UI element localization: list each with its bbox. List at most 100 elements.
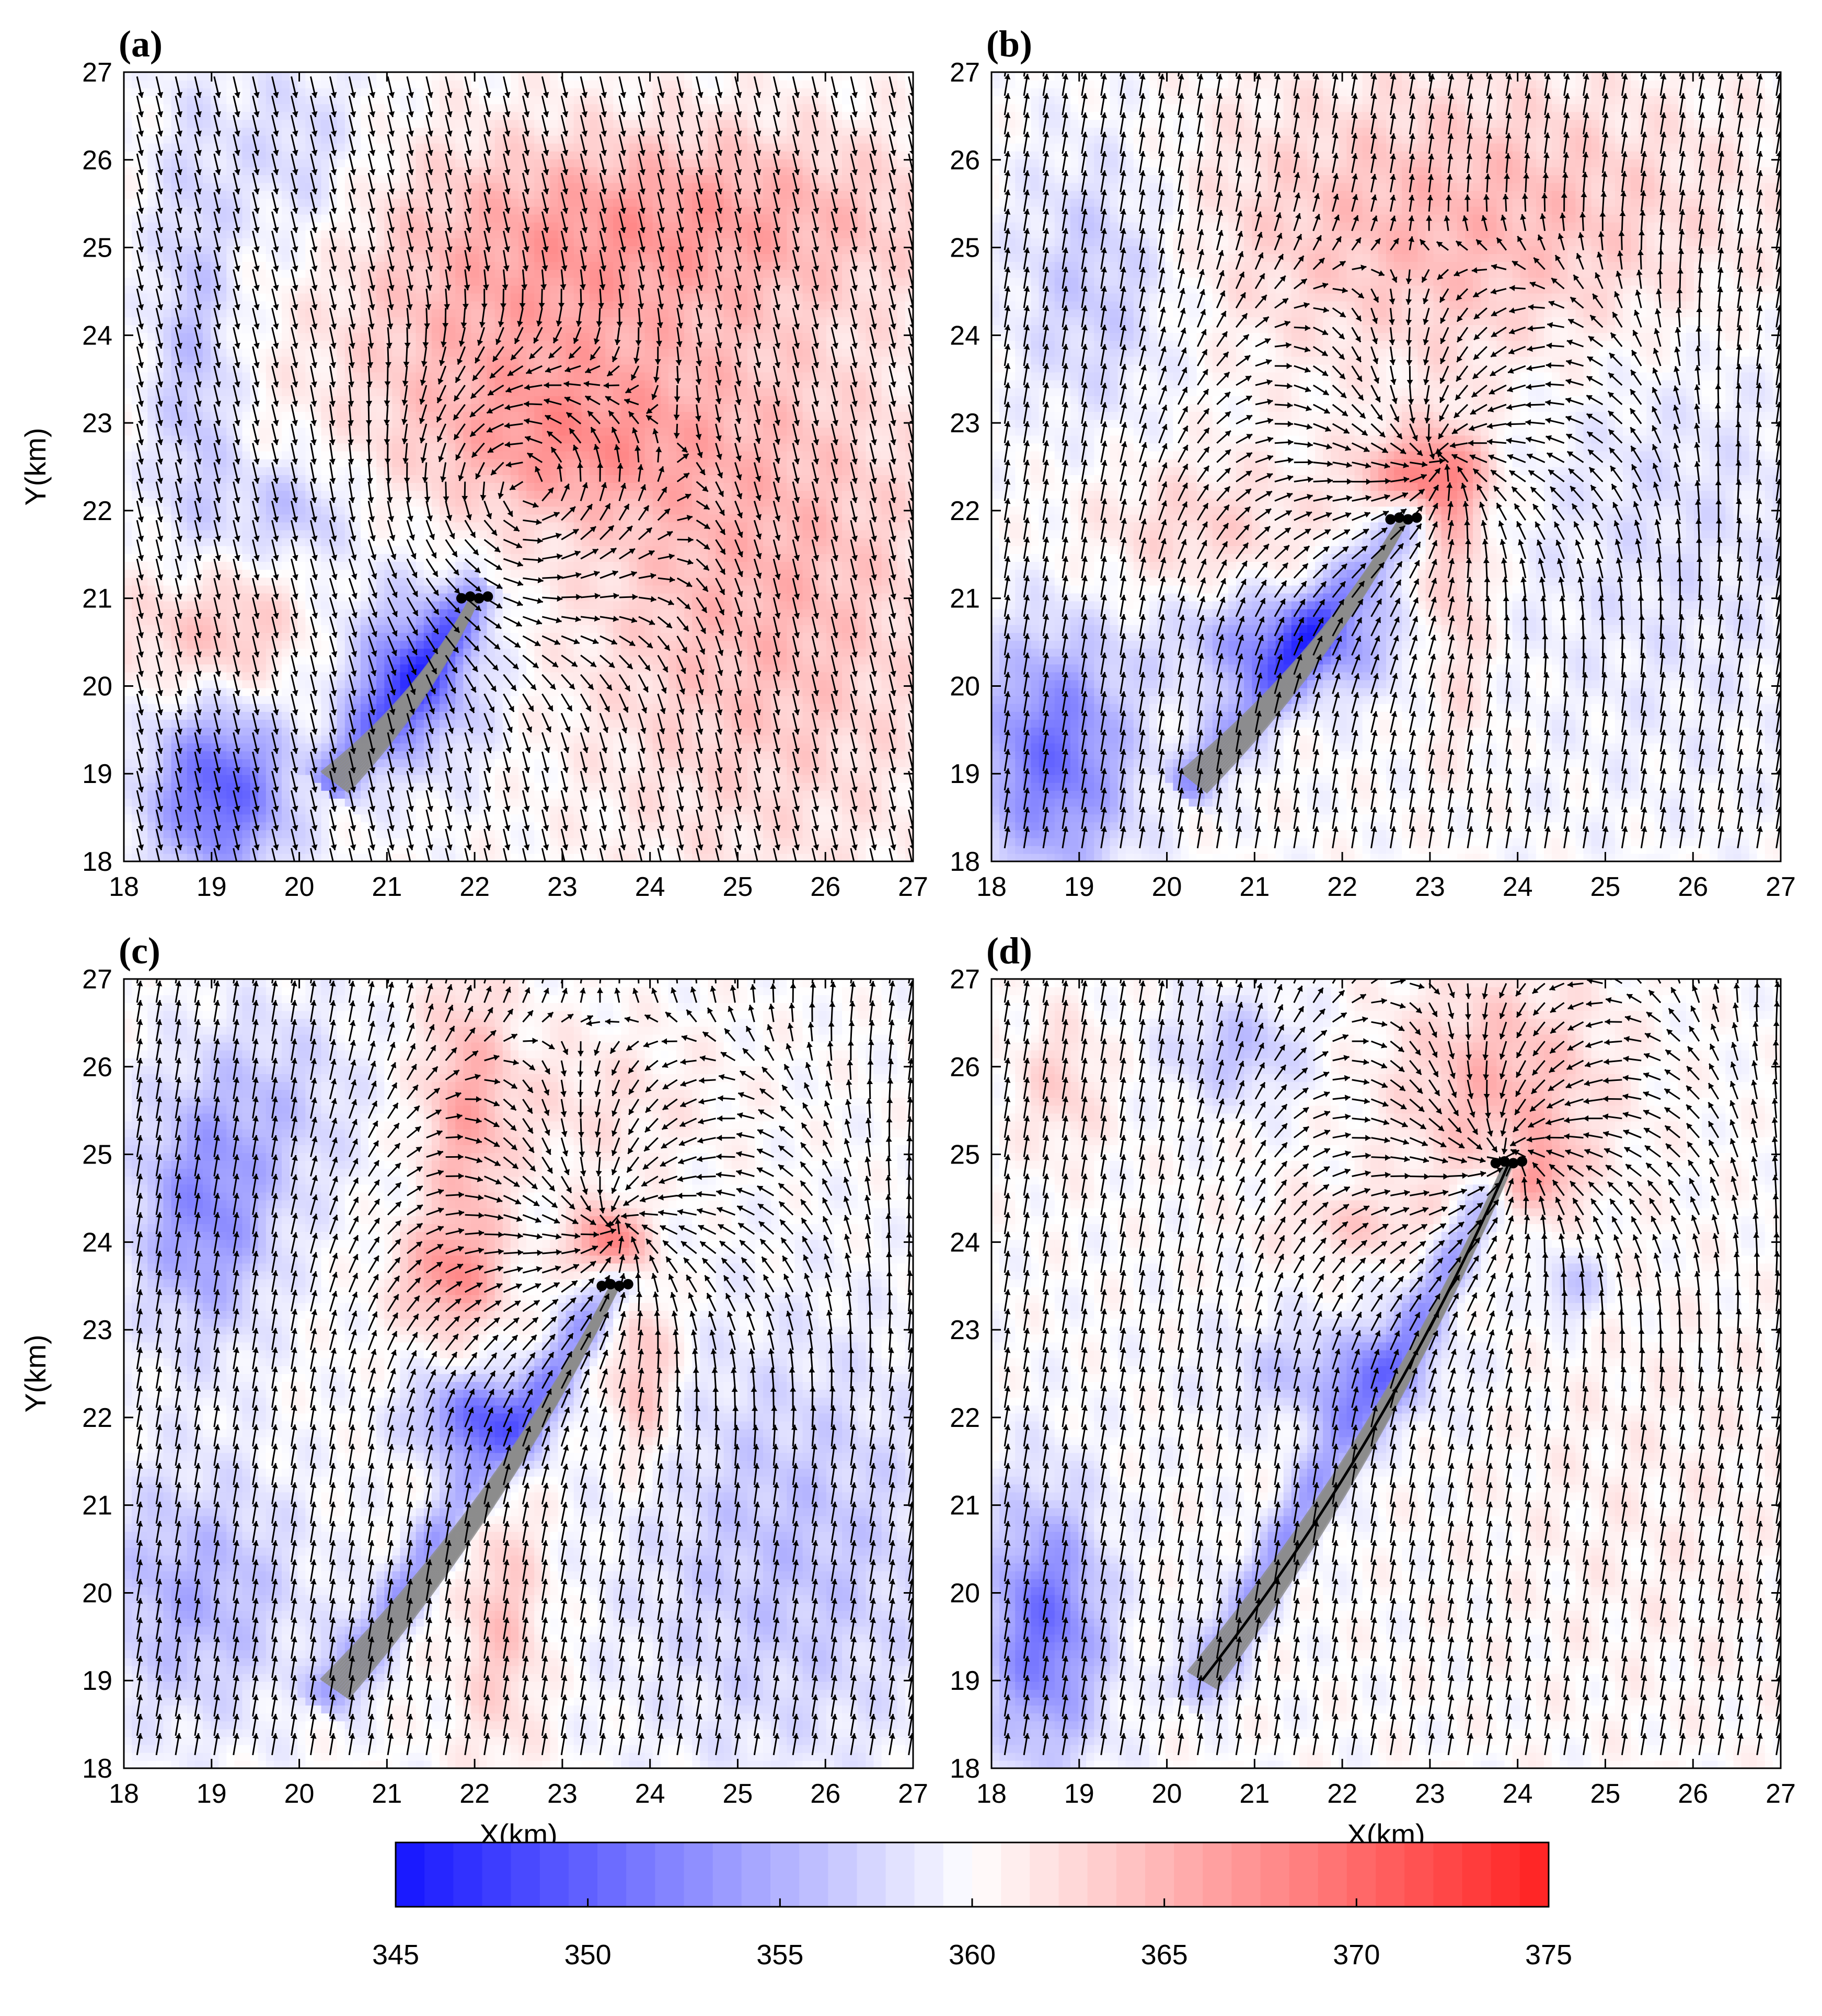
colorbar-level bbox=[626, 1842, 655, 1907]
colorbar-level bbox=[1376, 1842, 1405, 1907]
y-tick-label: 19 bbox=[82, 759, 112, 789]
colorbar-tick-label: 355 bbox=[756, 1939, 803, 1971]
colorbar-tick-label: 375 bbox=[1525, 1939, 1572, 1971]
colorbar: 345 350 355 360 365 370 375 bbox=[372, 1841, 1572, 1971]
x-tick-label: 20 bbox=[1152, 872, 1182, 902]
colorbar-level bbox=[453, 1842, 483, 1907]
axes-frame bbox=[123, 978, 914, 1769]
colorbar-level bbox=[1116, 1842, 1146, 1907]
wind-vectors bbox=[1004, 979, 1781, 1756]
trajectory-endpoint bbox=[1490, 1158, 1501, 1169]
x-tick-label: 20 bbox=[1152, 1779, 1182, 1809]
trajectory-endpoint bbox=[465, 591, 476, 602]
colorbar-level bbox=[655, 1842, 685, 1907]
panel-label: (a) bbox=[119, 23, 163, 65]
mean-trajectory bbox=[1201, 1162, 1510, 1681]
colorbar-tick-label: 370 bbox=[1333, 1939, 1380, 1971]
x-tick-label: 21 bbox=[1239, 872, 1270, 902]
panel-b: 18 19 20 21 22 23 24 25 26 27 18 19 20 21 22 23 24 25 26 27… bbox=[950, 23, 1796, 902]
colorbar-level bbox=[1346, 1842, 1376, 1907]
x-tick-label: 26 bbox=[810, 872, 840, 902]
colorbar-level bbox=[1404, 1842, 1434, 1907]
colorbar-level bbox=[1519, 1842, 1549, 1907]
x-tick-label: 22 bbox=[459, 872, 490, 902]
y-tick-label: 27 bbox=[82, 57, 112, 88]
y-tick-label: 27 bbox=[82, 964, 112, 995]
x-tick-label: 24 bbox=[1503, 872, 1533, 902]
x-tick-label: 21 bbox=[372, 872, 402, 902]
colorbar-level bbox=[1001, 1842, 1030, 1907]
colorbar-level bbox=[1058, 1842, 1088, 1907]
x-tick-label: 21 bbox=[372, 1779, 402, 1809]
colorbar-level bbox=[1030, 1842, 1059, 1907]
x-tick-label: 27 bbox=[1766, 872, 1796, 902]
panel-label: (c) bbox=[119, 930, 160, 972]
y-tick-label: 20 bbox=[950, 671, 980, 701]
y-tick-label: 18 bbox=[82, 1754, 112, 1784]
colorbar-tick-label: 360 bbox=[949, 1939, 996, 1971]
x-tick-label: 23 bbox=[1415, 872, 1445, 902]
colorbar-level bbox=[1145, 1842, 1174, 1907]
y-tick-label: 21 bbox=[82, 584, 112, 614]
y-tick-label: 19 bbox=[82, 1666, 112, 1696]
x-tick-label: 23 bbox=[547, 1779, 578, 1809]
trajectory-endpoint bbox=[1402, 514, 1413, 525]
x-tick-label: 24 bbox=[1503, 1779, 1533, 1809]
wind-vectors bbox=[136, 979, 913, 1756]
colorbar-level bbox=[568, 1842, 598, 1907]
colorbar-tick-label: 365 bbox=[1141, 1939, 1188, 1971]
colorbar-level bbox=[1203, 1842, 1232, 1907]
x-tick-label: 25 bbox=[1590, 872, 1621, 902]
y-tick-label: 25 bbox=[82, 233, 112, 263]
x-tick-label: 18 bbox=[109, 872, 139, 902]
x-tick-label: 20 bbox=[284, 1779, 315, 1809]
x-tick-label: 26 bbox=[1678, 872, 1708, 902]
x-tick-label: 23 bbox=[1415, 1779, 1445, 1809]
theta-field bbox=[124, 72, 913, 861]
colorbar-level bbox=[943, 1842, 973, 1907]
y-tick-label: 22 bbox=[82, 496, 112, 526]
y-tick-label: 22 bbox=[950, 496, 980, 526]
y-tick-label: 19 bbox=[950, 1666, 980, 1696]
x-tick-label: 24 bbox=[635, 872, 665, 902]
colorbar-level bbox=[511, 1842, 540, 1907]
y-tick-label: 21 bbox=[950, 1491, 980, 1521]
x-tick-label: 27 bbox=[1766, 1779, 1796, 1809]
wind-vectors bbox=[1004, 72, 1781, 849]
x-tick-label: 24 bbox=[635, 1779, 665, 1809]
y-tick-label: 24 bbox=[950, 1227, 980, 1258]
colorbar-level bbox=[799, 1842, 828, 1907]
colorbar-level bbox=[539, 1842, 569, 1907]
y-tick-label: 24 bbox=[950, 320, 980, 351]
x-tick-label: 25 bbox=[723, 1779, 753, 1809]
x-tick-label: 20 bbox=[284, 872, 315, 902]
y-tick-label: 18 bbox=[950, 847, 980, 877]
y-tick-label: 22 bbox=[82, 1403, 112, 1433]
parcel-trajectory bbox=[320, 595, 474, 775]
trajectory-bundle bbox=[320, 591, 493, 793]
panel-a: 18 19 20 21 22 23 24 25 26 27 18 19 20 21 22 23 24 25 26 27… bbox=[19, 23, 928, 902]
colorbar-level bbox=[712, 1842, 742, 1907]
colorbar-level bbox=[1087, 1842, 1117, 1907]
x-tick-label: 18 bbox=[976, 872, 1007, 902]
colorbar-level bbox=[1462, 1842, 1492, 1907]
y-tick-label: 20 bbox=[82, 1578, 112, 1608]
y-tick-label: 27 bbox=[950, 964, 980, 995]
y-tick-label: 23 bbox=[950, 408, 980, 439]
y-tick-label: 25 bbox=[950, 1140, 980, 1170]
panel-label: (d) bbox=[986, 930, 1032, 972]
colorbar-tick-label: 345 bbox=[372, 1939, 419, 1971]
colorbar-level bbox=[1491, 1842, 1520, 1907]
axes-frame bbox=[990, 71, 1782, 862]
x-tick-label: 25 bbox=[1590, 1779, 1621, 1809]
colorbar-level bbox=[1260, 1842, 1290, 1907]
x-tick-label: 22 bbox=[1327, 872, 1357, 902]
trajectory-endpoint bbox=[456, 593, 467, 604]
x-tick-label: 23 bbox=[547, 872, 578, 902]
axes-frame bbox=[990, 978, 1782, 1769]
theta-field bbox=[991, 979, 1781, 1768]
colorbar-level bbox=[770, 1842, 800, 1907]
y-tick-label: 20 bbox=[82, 671, 112, 701]
x-tick-label: 18 bbox=[976, 1779, 1007, 1809]
